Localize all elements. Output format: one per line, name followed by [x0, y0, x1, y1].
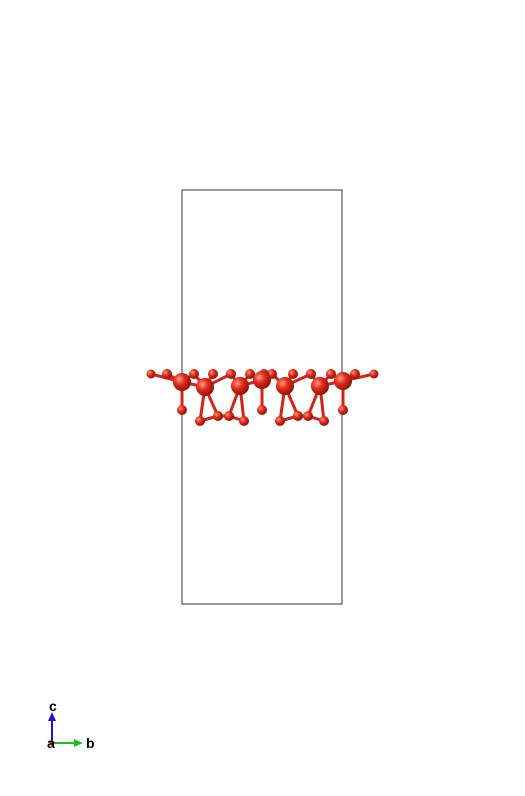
- atom[interactable]: [173, 373, 191, 391]
- atom[interactable]: [146, 369, 156, 379]
- b-axis-arrowhead: [74, 739, 83, 747]
- atom[interactable]: [213, 411, 223, 421]
- atom[interactable]: [369, 369, 379, 379]
- atom[interactable]: [257, 405, 267, 415]
- atom[interactable]: [293, 411, 303, 421]
- atom[interactable]: [303, 411, 313, 421]
- atom[interactable]: [253, 371, 271, 389]
- a-axis-label: a: [47, 735, 55, 751]
- atom[interactable]: [311, 377, 329, 395]
- atom[interactable]: [162, 369, 172, 379]
- atom[interactable]: [319, 416, 329, 426]
- atom[interactable]: [196, 378, 214, 396]
- c-axis-arrowhead: [48, 712, 56, 721]
- atom[interactable]: [239, 416, 249, 426]
- atom[interactable]: [245, 369, 255, 379]
- atom[interactable]: [224, 411, 234, 421]
- atom[interactable]: [231, 377, 249, 395]
- axis-indicator: c a b: [47, 698, 95, 751]
- atom[interactable]: [195, 416, 205, 426]
- atom[interactable]: [338, 405, 348, 415]
- a-axis-origin: [49, 740, 55, 746]
- atom[interactable]: [275, 416, 285, 426]
- atom[interactable]: [177, 405, 187, 415]
- atom[interactable]: [350, 369, 360, 379]
- atom[interactable]: [226, 369, 236, 379]
- b-axis-label: b: [86, 735, 95, 751]
- atom[interactable]: [276, 377, 294, 395]
- atom[interactable]: [326, 369, 336, 379]
- atom[interactable]: [334, 372, 352, 390]
- atom[interactable]: [208, 369, 218, 379]
- atom[interactable]: [288, 369, 298, 379]
- c-axis-label: c: [49, 698, 57, 714]
- atom-group: [146, 369, 379, 426]
- atom[interactable]: [189, 369, 199, 379]
- atom[interactable]: [306, 369, 316, 379]
